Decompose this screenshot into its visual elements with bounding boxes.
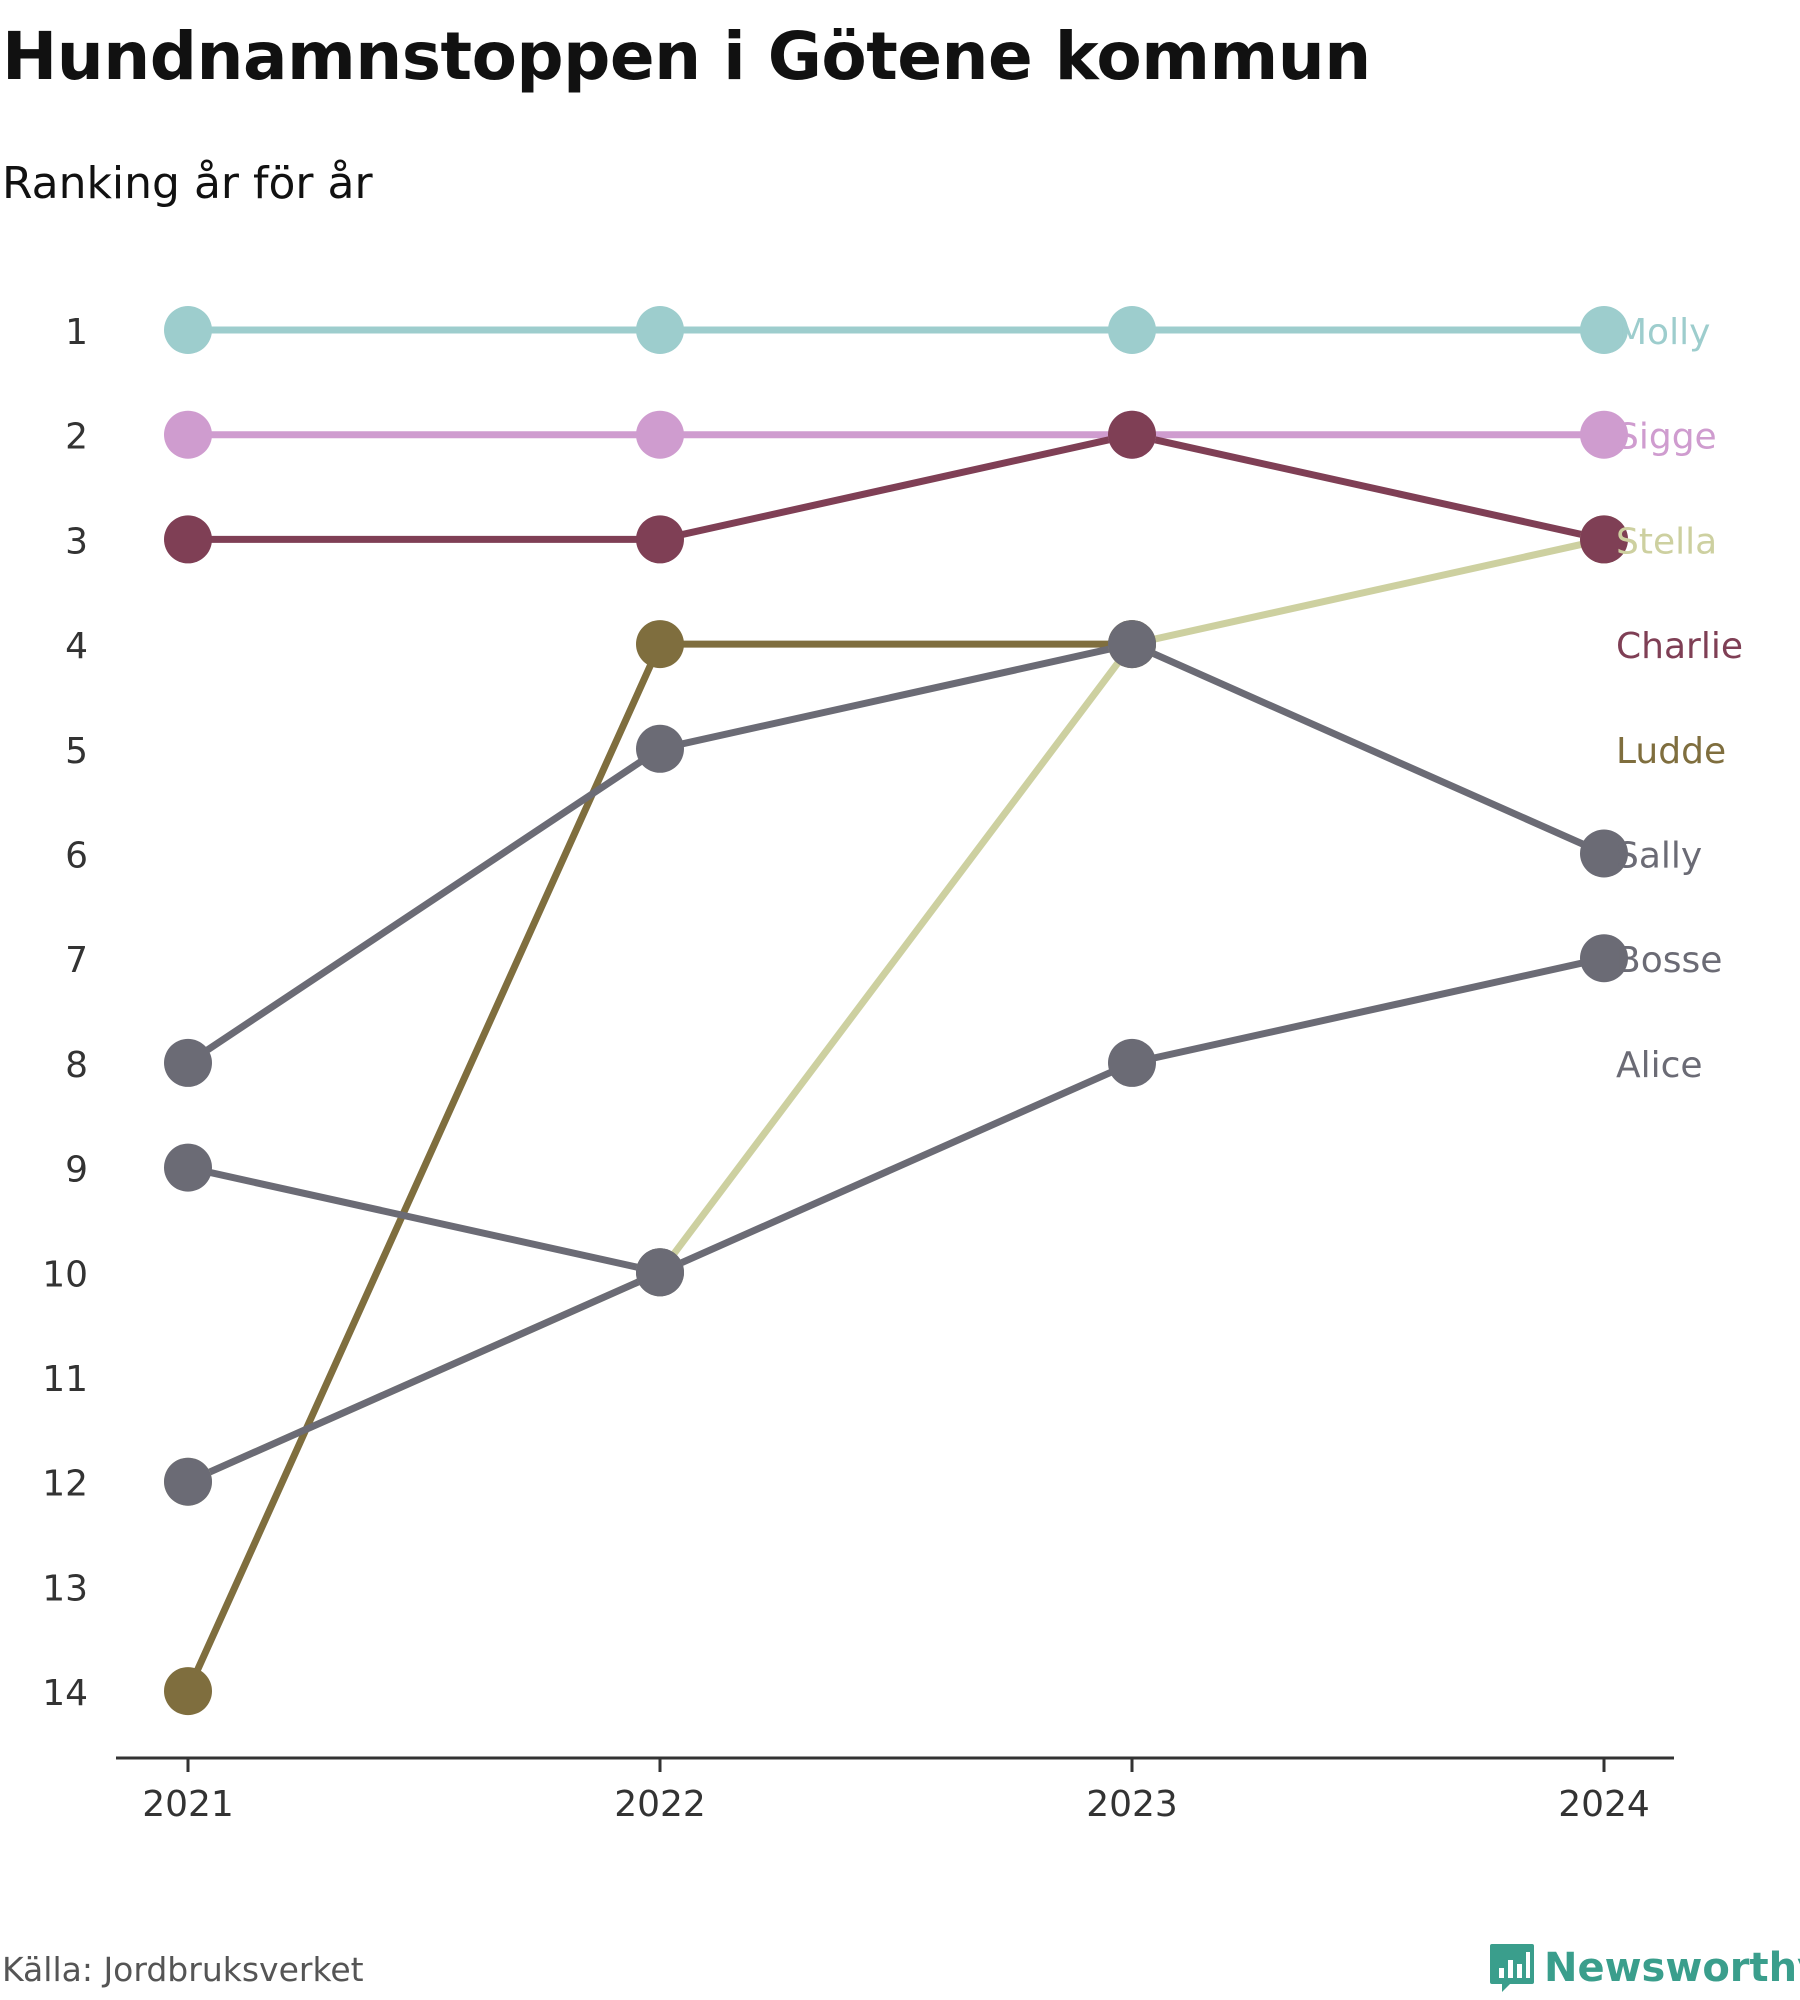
data-point-charlie: [164, 515, 212, 564]
series-label-bosse: Bosse: [1616, 940, 1722, 981]
data-point-sigge: [636, 410, 684, 459]
x-tick-label: 2021: [142, 1784, 234, 1825]
data-point-charlie: [636, 515, 684, 564]
data-point-bosse: [1108, 1038, 1156, 1087]
x-tick-label: 2024: [1558, 1784, 1650, 1825]
series-line-ludde: [184, 640, 1136, 1695]
series-line-bosse: [184, 954, 1608, 1486]
y-tick-label: 11: [42, 1359, 88, 1400]
data-point-alice: [164, 1143, 212, 1192]
y-tick-label: 13: [42, 1568, 88, 1609]
bar-chart-icon: [1490, 1944, 1534, 1992]
series-label-alice: Alice: [1616, 1045, 1703, 1086]
data-point-sally: [164, 1038, 212, 1087]
series-line-alice: [184, 1164, 664, 1276]
data-point-charlie: [1108, 410, 1156, 459]
source-note: Källa: Jordbruksverket: [2, 1950, 364, 1989]
y-tick-label: 12: [42, 1464, 88, 1505]
series-label-ludde: Ludde: [1616, 731, 1726, 772]
data-point-bosse: [1580, 934, 1628, 983]
data-point-sally: [1108, 620, 1156, 669]
chart-title: Hundnamnstoppen i Götene kommun: [2, 18, 1371, 95]
data-point-sally: [1580, 829, 1628, 878]
data-point-ludde: [164, 1667, 212, 1716]
x-tick-label: 2022: [614, 1784, 706, 1825]
data-point-charlie: [1580, 515, 1628, 564]
y-tick-label: 2: [65, 417, 88, 458]
chart-subtitle: Ranking år för år: [2, 158, 373, 209]
y-tick-label: 8: [65, 1045, 88, 1086]
data-point-sally: [636, 724, 684, 773]
series-label-charlie: Charlie: [1616, 626, 1743, 667]
data-point-molly: [1108, 306, 1156, 354]
y-tick-label: 14: [42, 1673, 88, 1714]
y-tick-label: 6: [65, 836, 88, 877]
brand-logo: Newsworthy: [1488, 1942, 1800, 1994]
y-tick-label: 4: [65, 626, 88, 667]
y-tick-label: 10: [42, 1254, 88, 1295]
data-point-molly: [164, 306, 212, 354]
series-label-stella: Stella: [1616, 521, 1717, 562]
data-point-sigge: [164, 410, 212, 459]
series-line-charlie: [184, 431, 1608, 543]
y-tick-label: 9: [65, 1150, 88, 1191]
series-label-molly: Molly: [1616, 312, 1710, 353]
brand-name: Newsworthy: [1544, 1945, 1800, 1991]
y-tick-label: 3: [65, 521, 88, 562]
data-point-molly: [1580, 306, 1628, 354]
data-point-alice: [636, 1248, 684, 1297]
data-point-ludde: [636, 620, 684, 669]
series-line-sally: [184, 640, 1608, 1067]
series-label-sally: Sally: [1616, 836, 1702, 877]
data-point-bosse: [164, 1457, 212, 1506]
y-tick-label: 7: [65, 940, 88, 981]
x-tick-label: 2023: [1086, 1784, 1178, 1825]
series-label-sigge: Sigge: [1616, 417, 1717, 458]
y-tick-label: 5: [65, 731, 88, 772]
series-line-stella: [184, 535, 1608, 1486]
data-point-molly: [636, 306, 684, 354]
data-point-sigge: [1580, 410, 1628, 459]
y-tick-label: 1: [65, 312, 88, 353]
